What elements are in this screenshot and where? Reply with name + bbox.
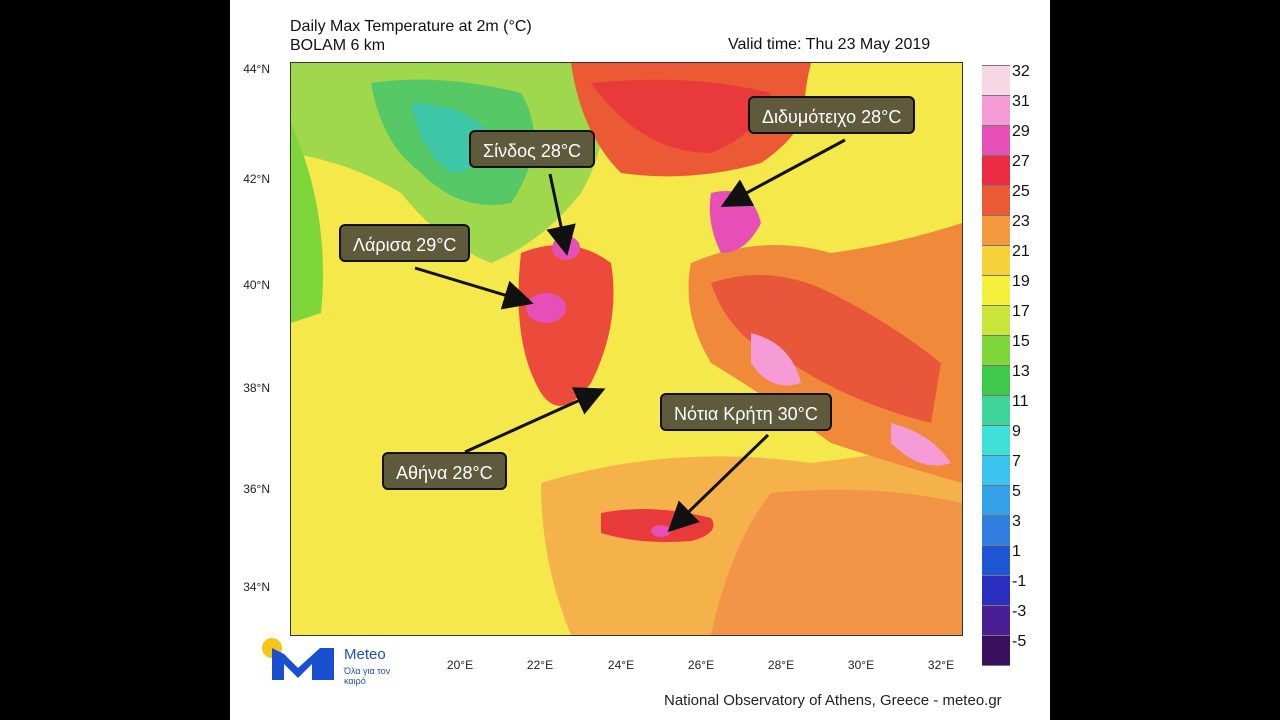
chart-title: Daily Max Temperature at 2m (°C): [290, 18, 532, 35]
temperature-field: [291, 63, 962, 635]
callout-crete: Νότια Κρήτη 30°C: [660, 393, 832, 431]
colorbar-label: 19: [1012, 273, 1030, 290]
colorbar-label: 11: [1012, 393, 1029, 410]
arrow-sindos: [546, 173, 576, 256]
lat-label-42: 42°N: [243, 172, 270, 186]
logo-tagline: Όλα για τον καιρό: [344, 666, 391, 686]
colorbar-cell: [982, 576, 1010, 606]
colorbar-label: 21: [1012, 243, 1030, 260]
colorbar-cell: [982, 546, 1010, 576]
colorbar-label: -5: [1012, 633, 1027, 650]
lon-label-28: 28°E: [767, 658, 795, 672]
callout-sindos: Σίνδος 28°C: [469, 130, 596, 168]
colorbar-label: 3: [1012, 513, 1021, 530]
colorbar-cell: [982, 126, 1010, 156]
colorbar-cell: [982, 396, 1010, 426]
lat-label-34: 34°N: [243, 580, 270, 594]
colorbar-label: 7: [1012, 453, 1021, 470]
colorbar-label: 15: [1012, 333, 1030, 350]
callout-larisa: Λάρισα 29°C: [339, 224, 471, 262]
arrow-crete: [667, 433, 770, 533]
colorbar-cell: [982, 36, 1010, 66]
colorbar-label: 27: [1012, 153, 1030, 170]
lat-label-36: 36°N: [243, 482, 270, 496]
colorbar-label: -1: [1012, 573, 1027, 590]
colorbar-cell: [982, 516, 1010, 546]
logo-name: Meteo: [344, 646, 386, 663]
colorbar-label: 31: [1012, 93, 1030, 110]
colorbar-cell: [982, 426, 1010, 456]
colorbar-label: -3: [1012, 603, 1027, 620]
lon-label-30: 30°E: [847, 658, 875, 672]
callout-arrows: [414, 138, 846, 533]
colorbar-cell: [982, 306, 1010, 336]
colorbar-label: 9: [1012, 423, 1021, 440]
arrow-didymoteicho: [720, 138, 846, 207]
lat-label-44: 44°N: [243, 62, 270, 76]
colorbar-cell: [982, 216, 1010, 246]
colorbar-cell: [982, 246, 1010, 276]
colorbar-cell: [982, 636, 1010, 666]
colorbar-label: 17: [1012, 303, 1030, 320]
lon-label-20: 20°E: [446, 658, 474, 672]
colorbar-label: 32: [1012, 63, 1030, 80]
colorbar-label: 29: [1012, 123, 1030, 140]
colorbar-cell: [982, 486, 1010, 516]
colorbar-label: 1: [1012, 543, 1021, 560]
colorbar-cell: [982, 96, 1010, 126]
callout-didymoteicho: Διδυμότειχο 28°C: [748, 96, 916, 134]
colorbar-cell: [982, 186, 1010, 216]
chart-subtitle: BOLAM 6 km: [290, 37, 386, 54]
arrow-larisa: [414, 266, 534, 310]
callout-athens: Αθήνα 28°C: [382, 452, 507, 490]
lon-label-32: 32°E: [927, 658, 955, 672]
lon-label-22: 22°E: [526, 658, 554, 672]
colorbar-label: 13: [1012, 363, 1030, 380]
footer-credit: National Observatory of Athens, Greece -…: [664, 692, 1002, 709]
lat-label-38: 38°N: [243, 381, 270, 395]
colorbar-cell: [982, 66, 1010, 96]
temperature-map: [290, 62, 963, 636]
colorbar-cell: [982, 456, 1010, 486]
figure-panel: Daily Max Temperature at 2m (°C) BOLAM 6…: [230, 0, 1050, 720]
meteo-logo-icon: [262, 638, 334, 680]
colorbar-cell: [982, 336, 1010, 366]
colorbar: [982, 36, 1010, 666]
lon-label-26: 26°E: [687, 658, 715, 672]
colorbar-label: 25: [1012, 183, 1030, 200]
colorbar-cell: [982, 156, 1010, 186]
colorbar-label: 5: [1012, 483, 1021, 500]
colorbar-cell: [982, 276, 1010, 306]
arrow-athens: [464, 387, 606, 454]
colorbar-cell: [982, 366, 1010, 396]
colorbar-cell: [982, 606, 1010, 636]
colorbar-label: 23: [1012, 213, 1030, 230]
valid-time: Valid time: Thu 23 May 2019: [728, 36, 931, 53]
lon-label-24: 24°E: [607, 658, 635, 672]
lat-label-40: 40°N: [243, 278, 270, 292]
